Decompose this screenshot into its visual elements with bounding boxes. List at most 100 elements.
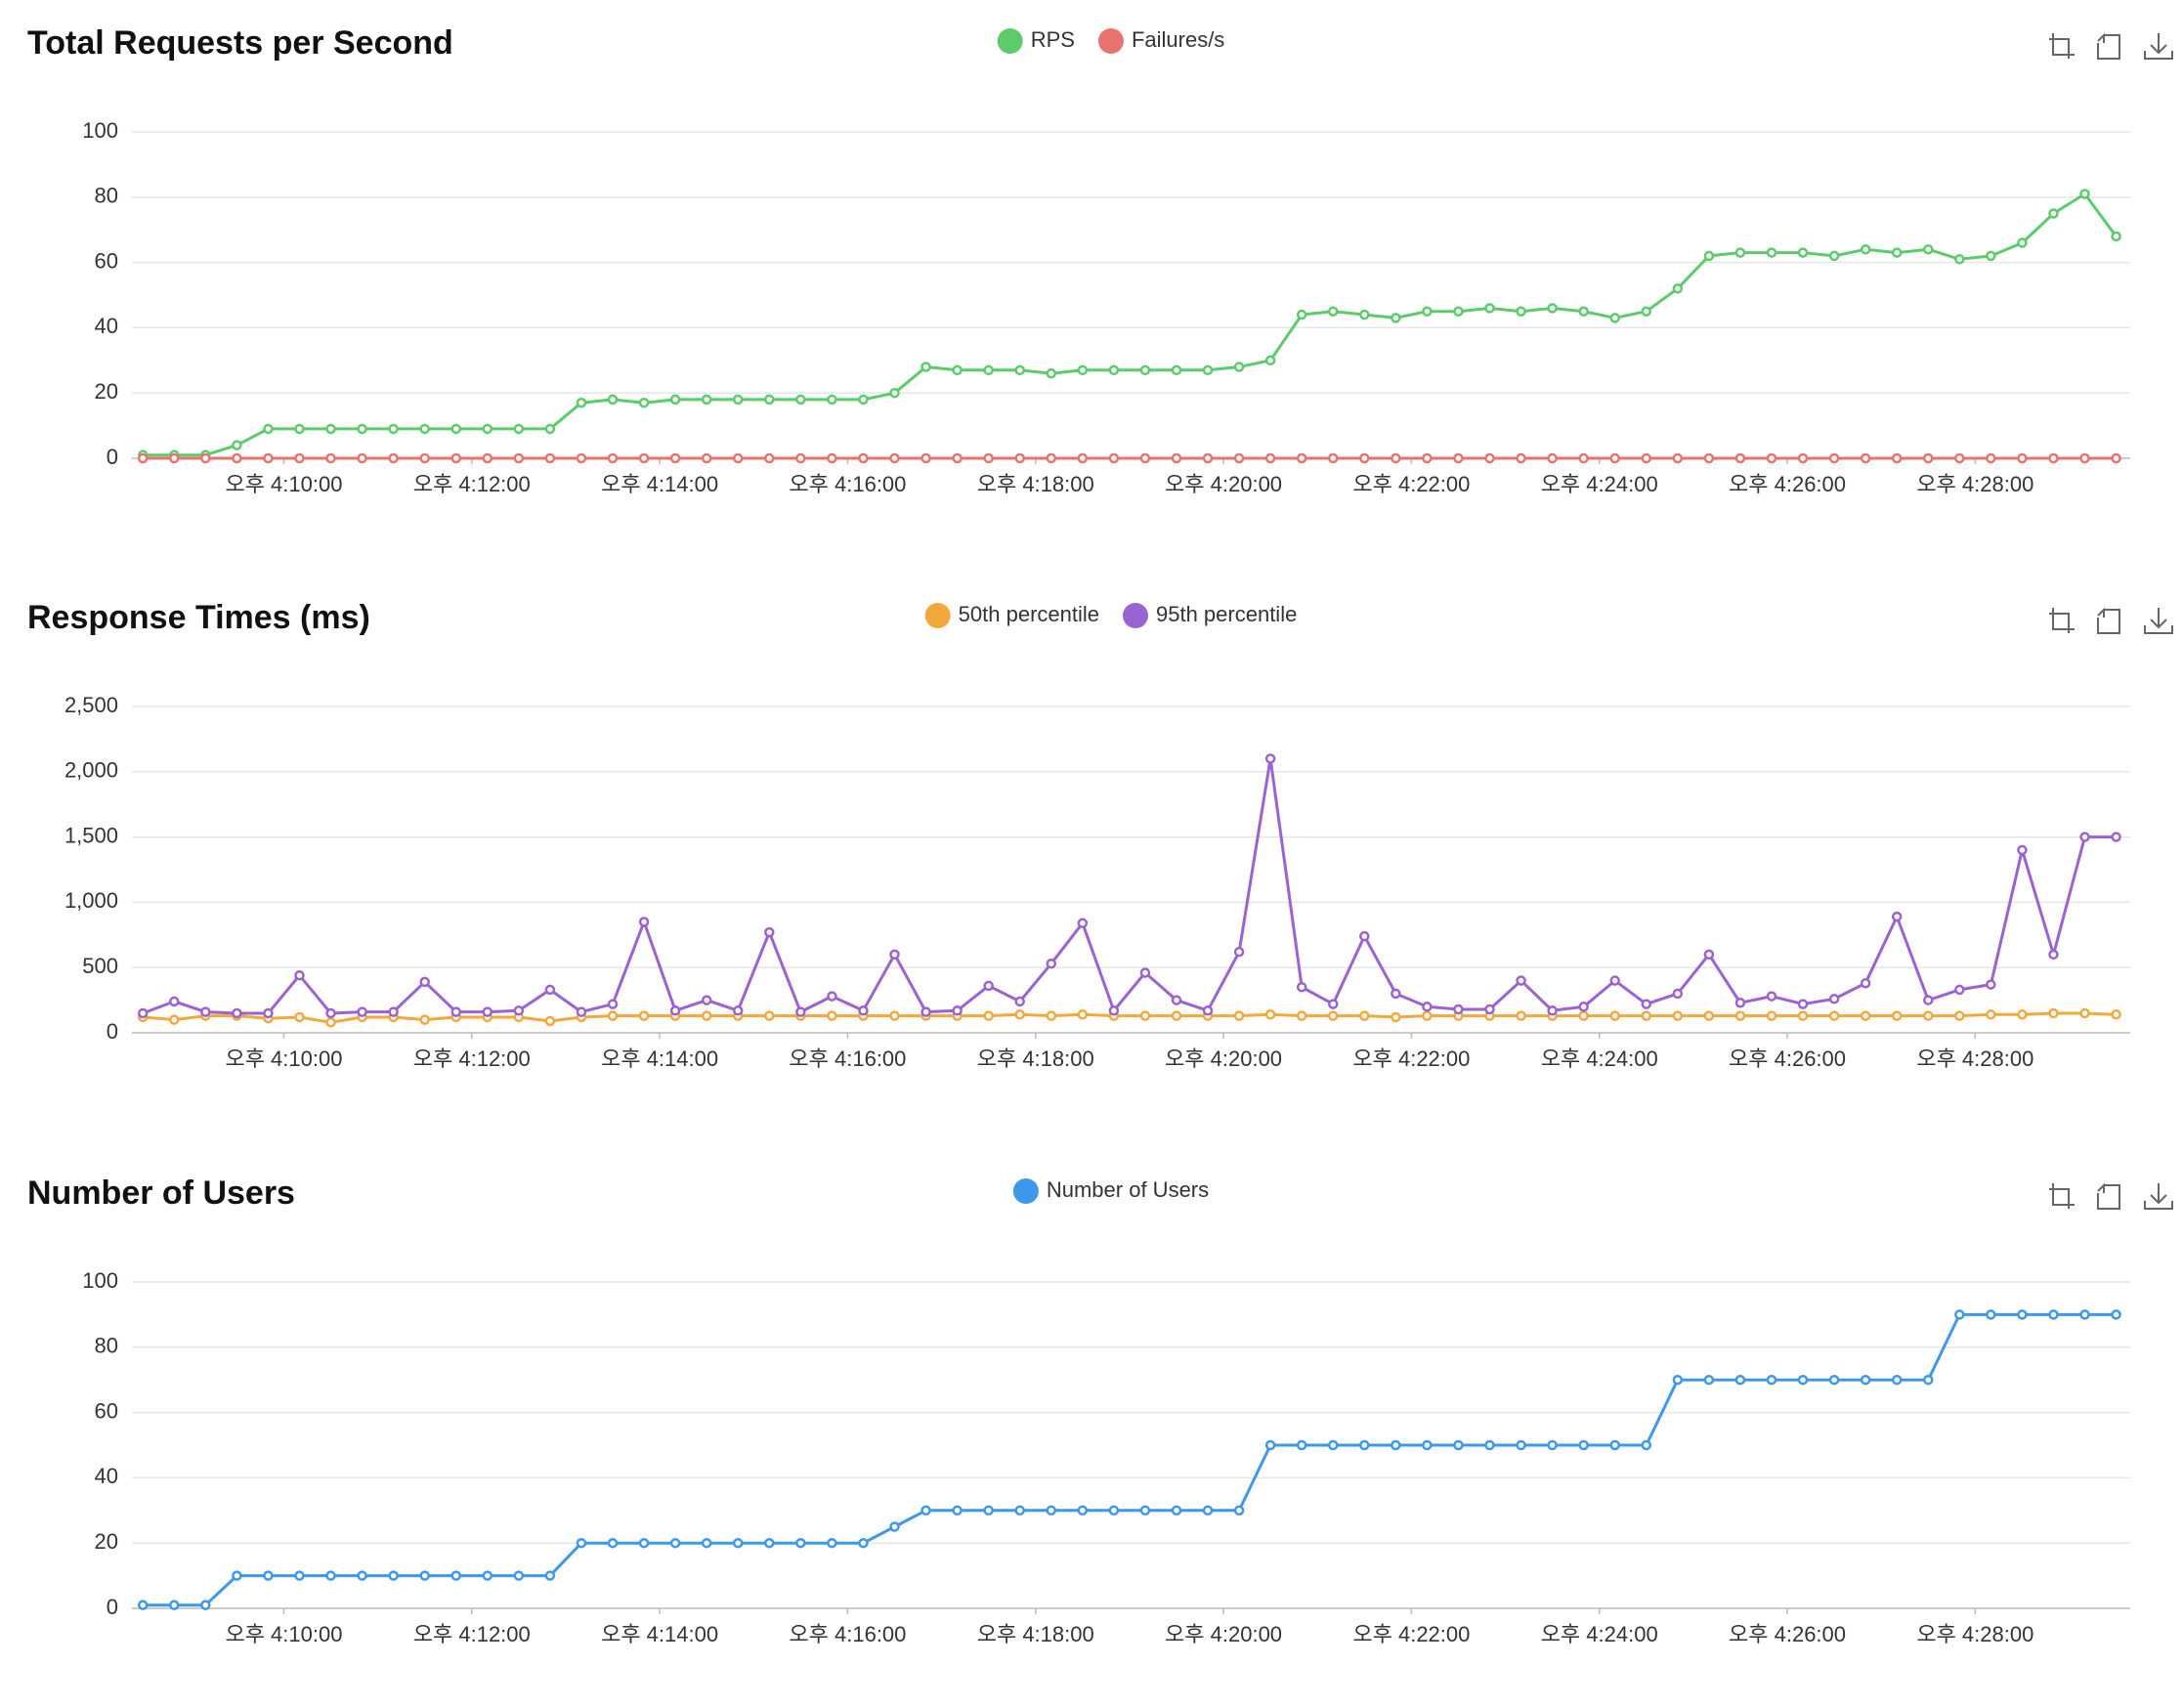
data-point: [1202, 1505, 1214, 1516]
data-point: [1233, 452, 1245, 464]
data-point: [638, 1537, 650, 1549]
data-point: [1264, 1439, 1276, 1451]
data-point: [607, 452, 619, 464]
data-point: [357, 1006, 367, 1017]
data-point: [1202, 452, 1214, 464]
data-point: [920, 1006, 931, 1017]
data-point: [1359, 309, 1370, 320]
legend-marker[interactable]: [1123, 603, 1148, 628]
data-point: [357, 423, 367, 435]
series-line: [143, 1312, 2117, 1607]
toolbox-icon[interactable]: [2097, 607, 2120, 634]
x-tick-label: 오후 4:14:00: [601, 472, 718, 496]
data-point: [701, 1010, 712, 1021]
data-point: [1923, 243, 1934, 255]
data-point: [1516, 975, 1526, 986]
toolbox-icon[interactable]: [2049, 33, 2075, 59]
data-point: [638, 452, 650, 464]
data-point: [1046, 452, 1057, 464]
data-point: [294, 452, 305, 464]
toolbox-icon[interactable]: [2097, 32, 2120, 60]
x-tick-label: 오후 4:28:00: [1916, 1046, 2033, 1071]
legend-marker[interactable]: [997, 28, 1023, 54]
data-point: [1171, 995, 1182, 1005]
data-point: [1547, 303, 1558, 314]
data-point: [1516, 1010, 1526, 1021]
data-point: [1296, 452, 1307, 464]
legend-label[interactable]: 95th percentile: [1156, 602, 1297, 626]
legend-label[interactable]: RPS: [1031, 27, 1075, 52]
data-point: [544, 423, 556, 435]
data-point: [1578, 1439, 1589, 1451]
data-point: [388, 452, 399, 464]
toolbox-icon[interactable]: [2144, 33, 2173, 60]
data-point: [450, 452, 462, 464]
data-point: [169, 1600, 180, 1610]
data-point: [1828, 1374, 1840, 1386]
legend-label[interactable]: 50th percentile: [959, 602, 1099, 626]
x-tick-label: 오후 4:16:00: [789, 1622, 906, 1646]
series-line: [142, 756, 2117, 1015]
data-point: [1359, 930, 1370, 942]
data-point: [1672, 1374, 1684, 1386]
data-point: [858, 452, 869, 464]
legend-label[interactable]: Failures/s: [1132, 27, 1224, 52]
data-point: [795, 452, 806, 464]
data-point: [294, 1011, 305, 1023]
data-point: [1547, 1005, 1558, 1016]
data-point: [638, 397, 650, 408]
data-point: [1954, 984, 1965, 996]
data-point: [1014, 1009, 1025, 1020]
data-point: [669, 394, 681, 406]
data-point: [764, 394, 775, 406]
data-point: [2079, 452, 2090, 464]
data-point: [2048, 1007, 2059, 1019]
y-tick-label: 40: [95, 314, 118, 338]
legend-marker[interactable]: [1097, 28, 1124, 54]
toolbox-icon[interactable]: [2144, 608, 2173, 634]
data-point: [1516, 306, 1526, 317]
data-point: [1641, 1010, 1652, 1021]
data-point: [1891, 1010, 1903, 1021]
legend-label[interactable]: Number of Users: [1047, 1177, 1209, 1202]
data-point: [1860, 452, 1871, 464]
data-point: [1422, 1439, 1433, 1451]
data-point: [1108, 1005, 1120, 1016]
y-tick-label: 1,000: [64, 888, 118, 913]
series-line: [143, 1011, 2117, 1024]
data-point: [1484, 1439, 1495, 1451]
data-point: [732, 1537, 744, 1549]
data-point: [1391, 988, 1401, 1000]
chart-title: Total Requests per Second: [27, 24, 453, 62]
data-point: [1797, 1010, 1809, 1021]
data-point: [482, 423, 493, 435]
toolbox-icon[interactable]: [2144, 1183, 2173, 1210]
data-point: [482, 1570, 493, 1581]
data-point: [1578, 1010, 1589, 1021]
legend-marker[interactable]: [924, 603, 951, 628]
data-point: [513, 1005, 525, 1016]
data-point: [2017, 237, 2028, 248]
y-tick-label: 40: [95, 1464, 118, 1488]
data-point: [1391, 1011, 1401, 1023]
data-point: [1171, 452, 1182, 464]
data-point: [607, 1537, 619, 1549]
toolbox-icon[interactable]: [2049, 1183, 2075, 1209]
x-tick-label: 오후 4:26:00: [1729, 1622, 1846, 1646]
data-point: [232, 1570, 242, 1581]
data-point: [513, 452, 525, 464]
data-point: [1139, 364, 1151, 376]
data-point: [1672, 283, 1684, 294]
chart-panel: Number of Users 0 20 40 60 80 100 오후 4:10:00 오후 …: [27, 1174, 2173, 1646]
y-tick-label: 2,500: [64, 693, 118, 717]
y-tick-label: 2,000: [64, 758, 118, 783]
toolbox-icon[interactable]: [2097, 1182, 2120, 1210]
data-point: [1296, 1010, 1307, 1021]
legend-marker[interactable]: [1012, 1178, 1039, 1204]
data-point: [1954, 452, 1965, 464]
data-point: [1422, 1010, 1433, 1021]
data-point: [1139, 452, 1151, 464]
toolbox-icon[interactable]: [2049, 608, 2075, 633]
data-point: [576, 1006, 587, 1017]
series-line: [143, 192, 2118, 457]
